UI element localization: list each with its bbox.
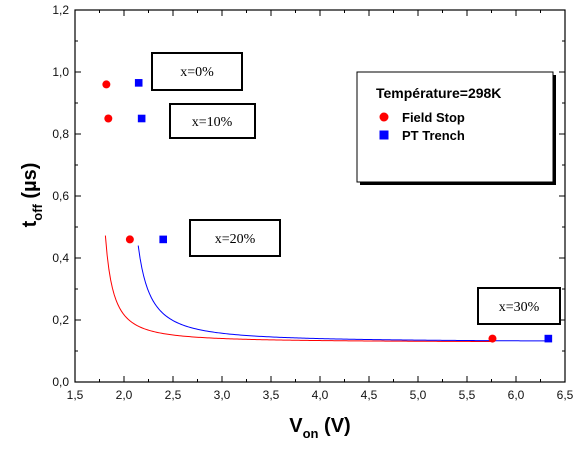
point-field-stop	[104, 114, 113, 123]
x-tick-label: 5,5	[459, 388, 476, 402]
x-tick-label: 6,5	[557, 388, 574, 402]
x-tick-label: 5,0	[410, 388, 427, 402]
point-field-stop	[102, 80, 111, 89]
point-pt-trench	[137, 114, 146, 123]
y-tick-label: 0,4	[52, 251, 69, 265]
y-axis: 0,0 0,2 0,4 0,6 0,8 1,0 1,2	[52, 3, 565, 389]
svg-text:x=0%: x=0%	[180, 65, 214, 80]
point-field-stop	[125, 235, 134, 244]
point-pt-trench	[134, 79, 143, 87]
y-tick-label: 1,0	[52, 65, 69, 79]
legend-label-field-stop: Field Stop	[402, 110, 465, 125]
legend: Température=298K Field Stop PT Trench	[356, 71, 556, 185]
svg-text:x=20%: x=20%	[215, 232, 256, 247]
point-pt-trench	[544, 334, 553, 343]
x-axis: 1,5 2,0 2,5 3,0 3,5 4,0 4,5 5,0 5,5 6,0 6,5	[67, 10, 574, 402]
legend-marker-field-stop	[379, 112, 389, 122]
data-points	[102, 79, 553, 343]
y-tick-label: 0,2	[52, 313, 69, 327]
x-tick-label: 3,5	[263, 388, 280, 402]
annotation-x10: x=10%	[169, 103, 256, 139]
legend-title: Température=298K	[376, 85, 501, 101]
x-tick-label: 1,5	[67, 388, 84, 402]
fit-curve-pt-trench	[137, 245, 549, 342]
annotation-x0: x=0%	[151, 52, 243, 91]
y-tick-label: 0,6	[52, 189, 69, 203]
plot-frame	[74, 9, 566, 383]
x-tick-label: 3,0	[214, 388, 231, 402]
x-tick-label: 4,0	[312, 388, 329, 402]
x-tick-label: 2,5	[165, 388, 182, 402]
y-tick-label: 0,8	[52, 127, 69, 141]
y-axis-title: toff (µs)	[19, 163, 45, 228]
annotation-x20: x=20%	[189, 219, 281, 257]
y-tick-label: 0,0	[52, 375, 69, 389]
legend-marker-pt-trench	[379, 130, 389, 140]
x-axis-title: Von (V)	[289, 415, 350, 441]
y-tick-label: 1,2	[52, 3, 69, 17]
fit-curves	[104, 235, 549, 342]
point-pt-trench	[159, 235, 167, 244]
x-tick-label: 2,0	[116, 388, 133, 402]
fit-curve-field-stop	[104, 235, 493, 342]
annotation-x30: x=30%	[477, 287, 561, 325]
legend-label-pt-trench: PT Trench	[402, 128, 465, 143]
svg-text:x=30%: x=30%	[499, 300, 540, 315]
svg-text:x=10%: x=10%	[192, 115, 233, 130]
legend-box	[356, 71, 554, 183]
x-tick-label: 6,0	[508, 388, 525, 402]
x-tick-label: 4,5	[361, 388, 378, 402]
point-field-stop	[488, 334, 497, 343]
